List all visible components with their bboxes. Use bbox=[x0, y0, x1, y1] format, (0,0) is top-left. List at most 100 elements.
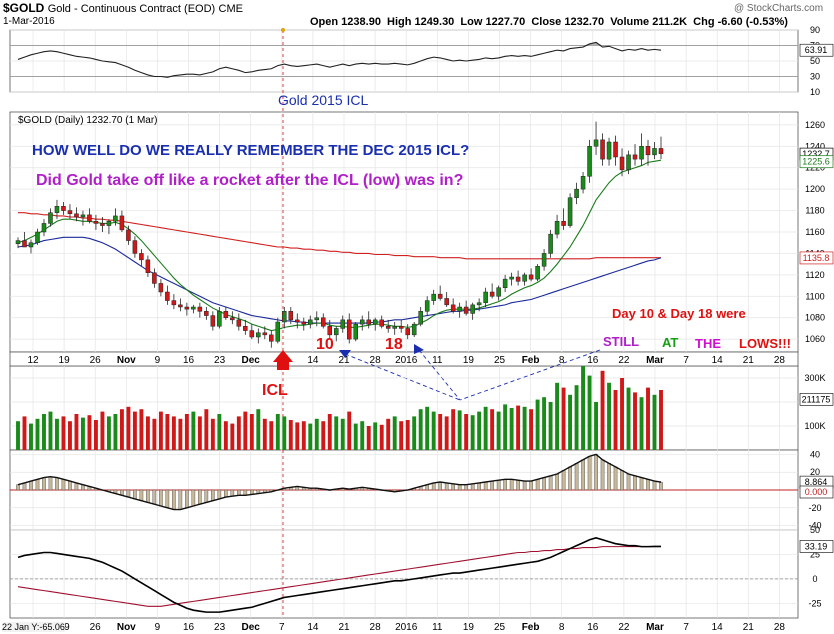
macd-hist-bar bbox=[483, 481, 488, 491]
macd-hist-bar bbox=[61, 479, 66, 491]
macd-hist-bar bbox=[146, 489, 150, 503]
volume-bar bbox=[139, 409, 144, 450]
rsi-y-tick-label: 90 bbox=[810, 25, 820, 35]
candle-body bbox=[327, 326, 333, 336]
volume-bar bbox=[386, 418, 391, 450]
volume-bar bbox=[373, 422, 378, 450]
candle-body bbox=[528, 274, 534, 280]
macd-hist-bar bbox=[178, 489, 183, 510]
candle-body bbox=[424, 300, 430, 312]
volume-bar bbox=[22, 416, 27, 450]
macd-hist-bar bbox=[509, 479, 514, 491]
volume-bar bbox=[334, 416, 339, 450]
day18-arrow-icon bbox=[414, 344, 424, 354]
candle-body bbox=[152, 272, 157, 284]
candle-body bbox=[132, 240, 138, 254]
candle-body bbox=[28, 242, 34, 248]
candle-body bbox=[308, 319, 313, 325]
volume-bar bbox=[652, 394, 657, 450]
macd-hist-bar bbox=[490, 480, 494, 491]
volume-bar bbox=[587, 375, 592, 450]
macd-hist-bar bbox=[217, 489, 222, 500]
volume-bar bbox=[275, 414, 280, 450]
candle-body bbox=[366, 319, 371, 325]
macd-hist-bar bbox=[633, 475, 637, 491]
volume-bar bbox=[29, 423, 33, 450]
candle-body bbox=[502, 278, 508, 288]
macd-hist-bar bbox=[191, 489, 196, 507]
macd-hist-bar bbox=[204, 489, 209, 503]
annotation-day-note: Day 10 & Day 18 were bbox=[612, 306, 746, 321]
stockcharts-watermark: @ StockCharts.com bbox=[734, 3, 824, 14]
x-tick-label-bottom: 14 bbox=[307, 622, 319, 633]
x-tick-label: 2016 bbox=[395, 355, 418, 366]
candle-body bbox=[509, 276, 514, 280]
volume-bar bbox=[106, 416, 111, 450]
candle-body bbox=[457, 306, 462, 312]
candle-body bbox=[184, 306, 190, 310]
macd-hist-bar bbox=[172, 489, 176, 510]
x-tick-label-bottom: 8 bbox=[559, 622, 565, 633]
candle-body bbox=[197, 306, 203, 312]
macd-hist-bar bbox=[464, 484, 468, 491]
candle-body bbox=[275, 321, 281, 342]
candle-body bbox=[93, 221, 99, 224]
volume-bar bbox=[399, 421, 404, 450]
candle-body bbox=[74, 213, 79, 218]
volume-bar bbox=[210, 418, 215, 450]
candle-body bbox=[35, 231, 40, 243]
macd-hist-bar bbox=[555, 473, 559, 491]
volume-bar bbox=[392, 416, 397, 450]
macd-line bbox=[17, 453, 662, 511]
annotation-icl-label: ICL bbox=[262, 382, 288, 399]
volume-bar bbox=[581, 366, 586, 450]
x-tick-label: 26 bbox=[90, 355, 102, 366]
x-tick-label: 12 bbox=[27, 355, 39, 366]
osc-y-tick-label: 25 bbox=[810, 549, 820, 559]
candle-body bbox=[515, 276, 521, 282]
volume-bar bbox=[217, 414, 222, 450]
macd-hist-bar bbox=[646, 479, 650, 491]
x-tick-label: 21 bbox=[743, 355, 755, 366]
candle-body bbox=[54, 206, 60, 213]
candle-body bbox=[22, 240, 27, 248]
candle-body bbox=[171, 300, 177, 306]
volume-bar bbox=[55, 418, 59, 450]
volume-bar bbox=[633, 392, 637, 450]
macd-hist-bar bbox=[16, 484, 20, 491]
annotation-pointer-line bbox=[459, 349, 601, 401]
volume-bar bbox=[522, 406, 527, 450]
price-last-box bbox=[799, 155, 834, 169]
volume-bar bbox=[295, 422, 300, 450]
candle-body bbox=[639, 146, 644, 160]
candle-body bbox=[489, 291, 495, 297]
price-y-tick-label: 1080 bbox=[805, 313, 825, 323]
volume-bar bbox=[243, 411, 248, 450]
osc-y-tick-label: 0 bbox=[812, 574, 817, 584]
volume-bar bbox=[262, 418, 267, 450]
candle-body bbox=[145, 259, 151, 273]
macd-hist-bar bbox=[68, 480, 72, 491]
icl-arrow-icon bbox=[273, 350, 293, 370]
candle-body bbox=[541, 253, 547, 267]
volume-bar bbox=[165, 414, 170, 450]
volume-bar bbox=[542, 397, 547, 450]
candle-body bbox=[658, 148, 664, 155]
macd-hist-bar bbox=[477, 482, 481, 491]
x-tick-label: 9 bbox=[155, 355, 161, 366]
macd-hist-bar bbox=[659, 481, 663, 491]
volume-bar bbox=[61, 416, 66, 450]
volume-bar bbox=[68, 421, 72, 450]
macd-hist-bar bbox=[639, 477, 644, 491]
vol-y-tick-label: 300K bbox=[804, 373, 825, 383]
macd-hist-bar bbox=[126, 489, 131, 498]
volume-bar bbox=[197, 416, 202, 450]
volume-bar bbox=[132, 411, 137, 450]
annotation-still-word: STILL bbox=[603, 334, 640, 349]
symbol: $GOLD bbox=[3, 1, 45, 15]
macd-hist-bar bbox=[496, 480, 501, 491]
macd-hist-bar bbox=[211, 489, 215, 501]
macd-hist-bar bbox=[139, 489, 144, 501]
volume-bar bbox=[659, 390, 663, 450]
candle-body bbox=[470, 304, 475, 314]
